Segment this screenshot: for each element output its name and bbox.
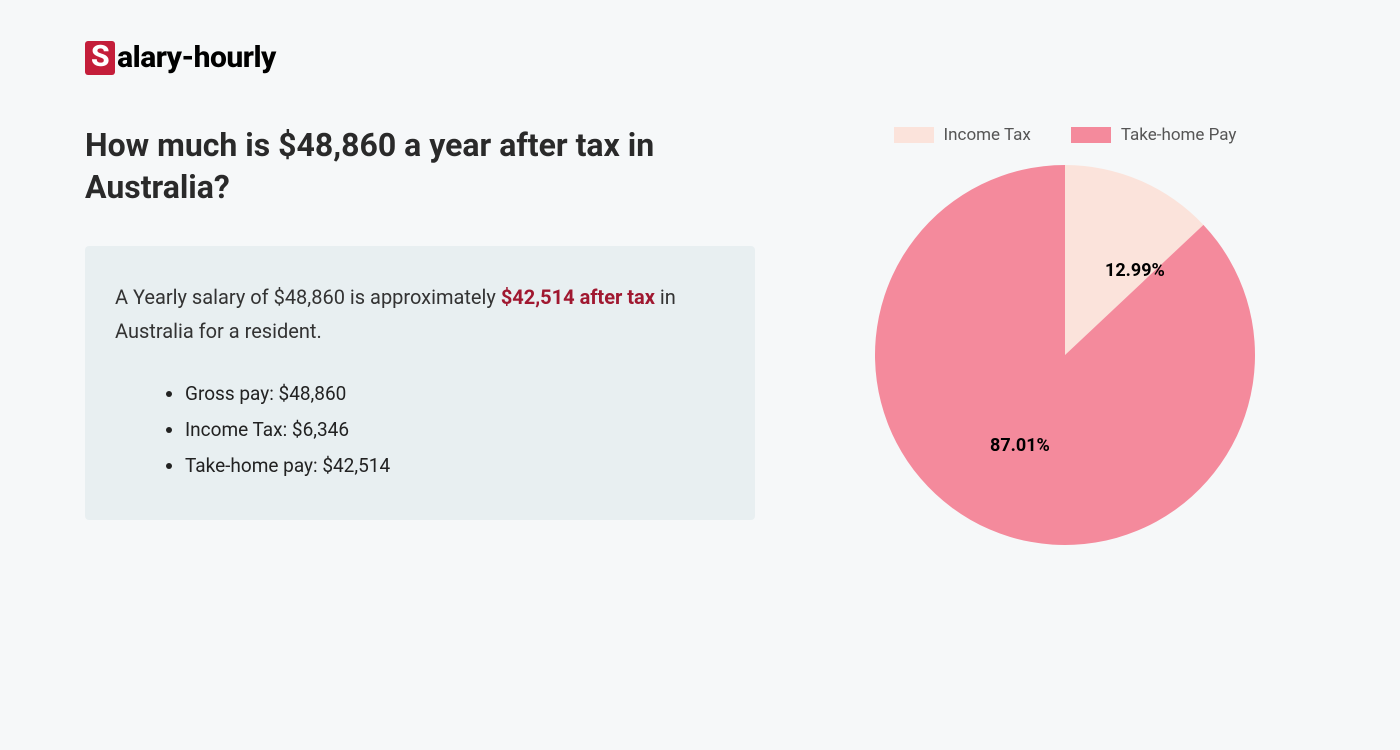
list-item: Income Tax: $6,346 xyxy=(185,412,725,448)
slice-label: 12.99% xyxy=(1105,260,1165,281)
chart-legend: Income Tax Take-home Pay xyxy=(894,125,1237,145)
legend-label: Income Tax xyxy=(944,125,1031,145)
chart-panel: Income Tax Take-home Pay 12.99% 87.01% xyxy=(815,125,1315,545)
pie-chart: 12.99% 87.01% xyxy=(875,165,1255,545)
summary-text: A Yearly salary of $48,860 is approximat… xyxy=(115,280,725,348)
page-title: How much is $48,860 a year after tax in … xyxy=(85,125,755,208)
legend-item: Income Tax xyxy=(894,125,1031,145)
list-item: Gross pay: $48,860 xyxy=(185,376,725,412)
site-logo: Salary-hourly xyxy=(85,40,1315,75)
logo-text: alary-hourly xyxy=(117,40,276,75)
list-item: Take-home pay: $42,514 xyxy=(185,448,725,484)
summary-box: A Yearly salary of $48,860 is approximat… xyxy=(85,246,755,520)
logo-badge: S xyxy=(85,41,115,75)
legend-swatch xyxy=(1071,127,1111,143)
summary-highlight: $42,514 after tax xyxy=(501,285,655,309)
summary-list: Gross pay: $48,860 Income Tax: $6,346 Ta… xyxy=(115,376,725,484)
slice-label: 87.01% xyxy=(990,435,1050,456)
legend-label: Take-home Pay xyxy=(1121,125,1237,145)
pie-svg xyxy=(875,165,1255,545)
summary-pre: A Yearly salary of $48,860 is approximat… xyxy=(115,285,501,309)
legend-item: Take-home Pay xyxy=(1071,125,1237,145)
legend-swatch xyxy=(894,127,934,143)
content-left: How much is $48,860 a year after tax in … xyxy=(85,125,755,545)
